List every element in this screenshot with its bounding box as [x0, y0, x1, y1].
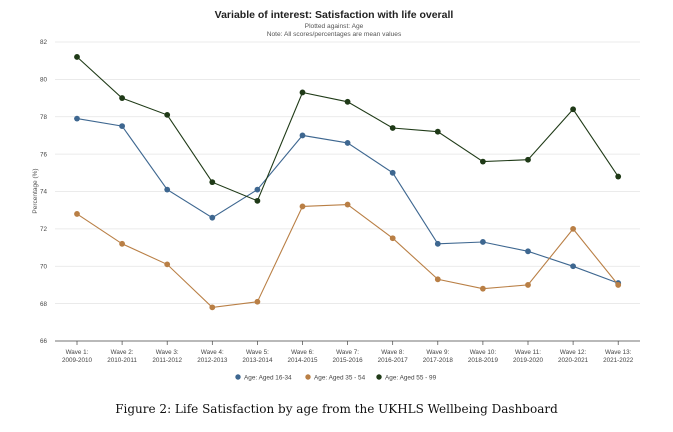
- data-point: [254, 197, 261, 204]
- legend-item-1[interactable]: Age: Aged 16-34: [235, 374, 292, 381]
- data-point: [74, 211, 80, 217]
- x-tick-label-years: 2015-2016: [333, 357, 364, 364]
- data-point: [119, 123, 125, 129]
- legend-marker: [305, 374, 311, 380]
- x-tick-label-wave: Wave 6:: [291, 349, 314, 356]
- data-point: [209, 179, 216, 186]
- data-point: [389, 125, 396, 131]
- x-tick-label-years: 2013-2014: [242, 357, 273, 364]
- x-tick-label-years: 2009-2010: [62, 357, 93, 364]
- x-tick-label-years: 2021-2022: [603, 357, 634, 364]
- data-point: [164, 111, 171, 118]
- legend-item-2[interactable]: Age: Aged 35 - 54: [305, 374, 366, 381]
- y-axis-label: Percentage (%): [32, 168, 39, 213]
- data-point: [74, 115, 80, 122]
- data-point: [344, 98, 351, 105]
- x-tick-label-years: 2019-2020: [513, 357, 544, 364]
- x-tick-label-wave: Wave 11:: [515, 349, 541, 356]
- data-point: [119, 95, 125, 101]
- data-point: [344, 140, 351, 146]
- legend-label: Age: Aged 55 - 99: [385, 374, 437, 381]
- series-line-3: [76, 56, 619, 202]
- data-point: [434, 128, 441, 135]
- x-tick-label-wave: Wave 5:: [246, 349, 269, 356]
- x-tick-label-wave: Wave 1:: [66, 349, 89, 356]
- data-point: [74, 54, 80, 60]
- legend-marker: [235, 374, 241, 380]
- x-tick-label-wave: Wave 7:: [336, 349, 359, 356]
- data-point: [119, 240, 125, 247]
- x-tick-label-wave: Wave 12:: [560, 349, 587, 356]
- figure-caption: Figure 2: Life Satisfaction by age from …: [115, 402, 558, 416]
- data-point: [254, 298, 261, 305]
- legend-marker: [376, 374, 382, 380]
- y-tick-label: 66: [40, 338, 48, 345]
- data-point: [570, 225, 576, 232]
- line-chart: Variable of interest: Satisfaction with …: [32, 9, 640, 381]
- data-point: [525, 282, 531, 288]
- gridlines: [55, 41, 640, 342]
- legend[interactable]: Age: Aged 16-34 Age: Aged 35 - 54 Age: Age…: [235, 374, 437, 381]
- data-point: [389, 169, 396, 176]
- y-tick-label: 70: [40, 263, 48, 270]
- y-tick-label: 76: [40, 151, 48, 158]
- data-point: [254, 186, 261, 193]
- x-tick-label-years: 2016-2017: [378, 357, 409, 364]
- legend-item-3[interactable]: Age: Aged 55 - 99: [376, 374, 437, 381]
- y-axis-ticks: 66 68 70 72 74 76 78 80 82: [40, 39, 48, 345]
- y-tick-label: 74: [40, 189, 48, 196]
- x-tick-label-wave: Wave 2:: [111, 349, 134, 356]
- x-tick-label-wave: Wave 3:: [156, 349, 179, 356]
- y-tick-label: 80: [40, 77, 48, 84]
- data-point: [570, 106, 576, 113]
- x-tick-label-years: 2010-2011: [107, 357, 137, 364]
- data-point: [525, 248, 531, 255]
- data-point: [615, 282, 622, 288]
- x-tick-label-years: 2011-2012: [152, 357, 182, 364]
- y-tick-label: 82: [40, 39, 48, 46]
- data-point: [164, 186, 171, 193]
- y-tick-label: 78: [40, 114, 48, 121]
- data-point: [389, 235, 396, 242]
- x-tick-label-years: 2014-2015: [287, 357, 318, 364]
- chart-subtitle-1: Plotted against: Age: [305, 23, 364, 30]
- series-line-2: [76, 204, 619, 308]
- x-tick-label-years: 2017-2018: [423, 357, 454, 364]
- data-point: [434, 240, 441, 247]
- data-point: [480, 239, 486, 245]
- data-point: [299, 132, 306, 139]
- y-tick-label: 68: [40, 301, 48, 308]
- x-tick-label-years: 2020-2021: [558, 357, 589, 364]
- x-tick-label-wave: Wave 13:: [605, 349, 632, 356]
- data-point: [299, 203, 306, 210]
- data-point: [209, 304, 216, 311]
- data-point: [209, 214, 216, 221]
- chart-subtitle-2: Note: All scores/percentages are mean va…: [267, 31, 402, 38]
- data-point: [615, 173, 622, 180]
- x-tick-label-wave: Wave 9:: [426, 349, 449, 356]
- x-tick-label-wave: Wave 8:: [381, 349, 404, 356]
- series-group: [74, 54, 622, 311]
- data-point: [570, 263, 576, 270]
- legend-label: Age: Aged 16-34: [244, 374, 292, 381]
- x-tick-label-wave: Wave 4:: [201, 349, 224, 356]
- data-point: [434, 276, 441, 283]
- y-tick-label: 72: [40, 226, 48, 233]
- x-tick-label-wave: Wave 10:: [470, 349, 497, 356]
- chart-title: Variable of interest: Satisfaction with …: [215, 9, 454, 21]
- data-point: [299, 89, 306, 96]
- data-point: [480, 158, 486, 165]
- data-point: [344, 201, 351, 208]
- legend-label: Age: Aged 35 - 54: [314, 374, 366, 381]
- data-point: [164, 261, 171, 268]
- data-point: [525, 156, 531, 163]
- x-tick-label-years: 2012-2013: [197, 357, 228, 364]
- data-point: [480, 285, 486, 292]
- x-tick-label-years: 2018-2019: [468, 357, 499, 364]
